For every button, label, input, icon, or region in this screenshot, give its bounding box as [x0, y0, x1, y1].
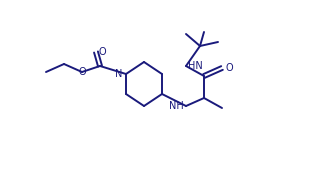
Text: HN: HN [188, 61, 203, 71]
Text: O: O [99, 47, 107, 57]
Text: N: N [115, 69, 122, 79]
Text: O: O [226, 63, 234, 73]
Text: O: O [78, 67, 86, 77]
Text: NH: NH [169, 101, 184, 111]
